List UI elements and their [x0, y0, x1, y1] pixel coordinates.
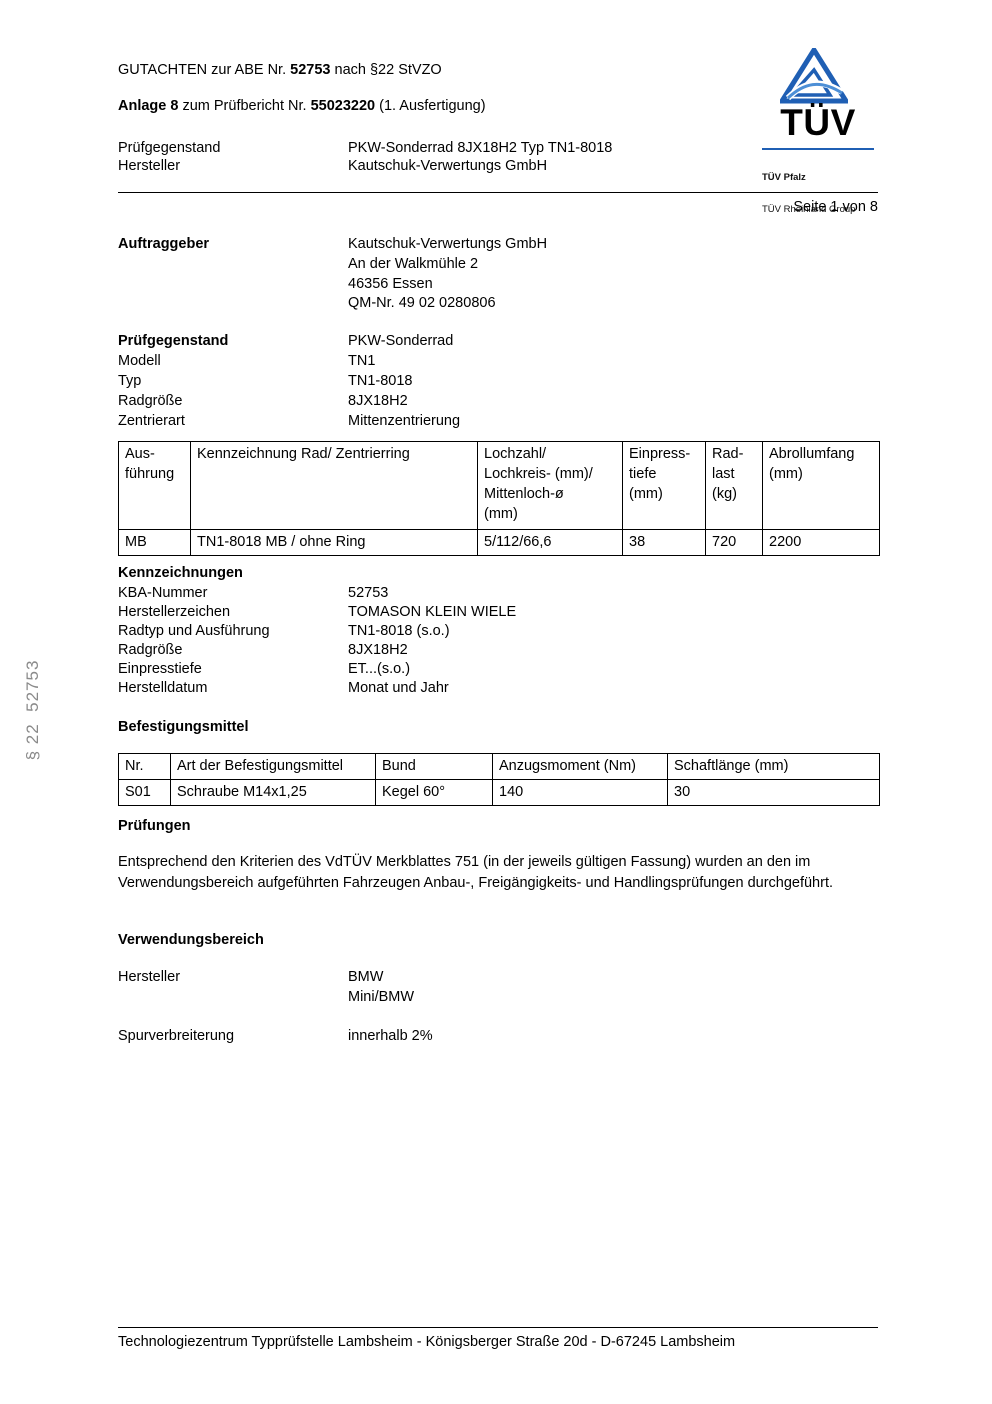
auftraggeber-line-3: 46356 Essen [348, 276, 433, 292]
pruefgegenstand-row-1-value: TN1-8018 [348, 373, 413, 389]
gutachten-title: GUTACHTEN zur ABE Nr. 52753 nach §22 StV… [118, 60, 442, 80]
table-header-row: Aus- führung Kennzeichnung Rad/ Zentrier… [118, 441, 880, 530]
kennzeichnungen-row-2-value: TN1-8018 (s.o.) [348, 623, 450, 639]
kennzeichnungen-title: Kennzeichnungen [118, 565, 243, 581]
verwendungsbereich-hersteller-value-2: Mini/BMW [348, 989, 415, 1005]
spurverbreiterung-value: innerhalb 2% [348, 1028, 433, 1044]
tuv-logo-subtitle-line1: TÜV Pfalz [762, 172, 806, 183]
table-header-row: Nr. Art der Befestigungsmittel Bund Anzu… [118, 753, 880, 780]
kennzeichnungen-row-1-value: TOMASON KLEIN WIELE [348, 604, 517, 620]
col-header-radlast: Rad- last (kg) [705, 441, 763, 530]
tuv-logo: TÜV TÜV Pfalz TÜV Rheinland Group [756, 48, 880, 214]
kennzeichnungen-row-3-value: 8JX18H2 [348, 642, 408, 658]
kennzeichnungen-row-2-label: Radtyp und Ausführung [118, 623, 270, 639]
pruefbericht-number: 55023220 [310, 98, 376, 114]
verwendungsbereich-title: Verwendungsbereich [118, 932, 264, 948]
margin-stamp: § 22 52753 [23, 659, 42, 761]
gutachten-title-suffix: nach §22 StVZO [330, 62, 442, 78]
header-hersteller-label: Hersteller [118, 158, 181, 174]
pruefungen-paragraph: Entsprechend den Kriterien des VdTÜV Mer… [118, 854, 834, 891]
tuv-logo-subtitle: TÜV Pfalz TÜV Rheinland Group [762, 152, 855, 236]
pruefungen-title: Prüfungen [118, 818, 191, 834]
cell-anzugsmoment: 140 [492, 779, 668, 806]
tuv-triangle-icon [780, 48, 848, 104]
cell-art: Schraube M14x1,25 [170, 779, 376, 806]
verwendungsbereich-hersteller-label: Hersteller [118, 969, 181, 985]
cell-radlast: 720 [705, 529, 763, 556]
cell-lochzahl: 5/112/66,6 [477, 529, 623, 556]
tuv-wordmark: TÜV [780, 102, 856, 143]
col-header-schaftlaenge: Schaftlänge (mm) [667, 753, 880, 780]
auftraggeber-line-4: QM-Nr. 49 02 0280806 [348, 295, 496, 311]
gutachten-abe-number: 52753 [290, 62, 331, 78]
anlage-line: Anlage 8 zum Prüfbericht Nr. 55023220 (1… [118, 96, 486, 116]
footer-divider [118, 1327, 878, 1328]
col-header-ausfuehrung: Aus- führung [118, 441, 191, 530]
pruefgegenstand-row-0-label: Modell [118, 353, 161, 369]
cell-ausfuehrung: MB [118, 529, 191, 556]
pruefgegenstand-label: Prüfgegenstand [118, 333, 229, 349]
col-header-anzugsmoment: Anzugsmoment (Nm) [492, 753, 668, 780]
kennzeichnungen-row-4-value: ET...(s.o.) [348, 661, 411, 677]
col-header-lochzahl: Lochzahl/ Lochkreis- (mm)/ Mittenloch-ø … [477, 441, 623, 530]
kennzeichnungen-row-1-label: Herstellerzeichen [118, 604, 231, 620]
anlage-mid: zum Prüfbericht Nr. [178, 98, 311, 114]
pruefgegenstand-row-0-value: TN1 [348, 353, 376, 369]
cell-kennzeichnung: TN1-8018 MB / ohne Ring [190, 529, 478, 556]
col-header-einpresstiefe: Einpress- tiefe (mm) [622, 441, 706, 530]
tuv-logo-rule [762, 148, 874, 150]
col-header-kennzeichnung: Kennzeichnung Rad/ Zentrierring [190, 441, 478, 530]
pruefgegenstand-row-3-label: Zentrierart [118, 413, 185, 429]
kennzeichnungen-row-0-label: KBA-Nummer [118, 585, 208, 601]
wheel-specification-table: Aus- führung Kennzeichnung Rad/ Zentrier… [118, 441, 880, 556]
col-header-nr: Nr. [118, 753, 171, 780]
cell-einpresstiefe: 38 [622, 529, 706, 556]
gutachten-title-prefix: GUTACHTEN zur ABE Nr. [118, 62, 291, 78]
pruefgegenstand-row-3-value: Mittenzentrierung [348, 413, 461, 429]
tuv-logo-subtitle-line2: TÜV Rheinland Group [762, 203, 856, 215]
cell-bund: Kegel 60° [375, 779, 493, 806]
anlage-number: Anlage 8 [118, 98, 179, 114]
pruefgegenstand-value: PKW-Sonderrad [348, 333, 454, 349]
auftraggeber-line-2: An der Walkmühle 2 [348, 256, 479, 272]
auftraggeber-label: Auftraggeber [118, 236, 210, 252]
kennzeichnungen-row-5-label: Herstelldatum [118, 680, 208, 696]
col-header-bund: Bund [375, 753, 493, 780]
header-divider [118, 192, 878, 193]
spurverbreiterung-label: Spurverbreiterung [118, 1028, 235, 1044]
kennzeichnungen-row-5-value: Monat und Jahr [348, 680, 449, 696]
col-header-abrollumfang: Abrollumfang (mm) [762, 441, 880, 530]
anlage-suffix: (1. Ausfertigung) [375, 98, 486, 114]
header-pruefgegenstand-value: PKW-Sonderrad 8JX18H2 Typ TN1-8018 [348, 140, 613, 156]
cell-nr: S01 [118, 779, 171, 806]
table-row: S01 Schraube M14x1,25 Kegel 60° 140 30 [118, 779, 880, 806]
kennzeichnungen-row-4-label: Einpresstiefe [118, 661, 202, 677]
befestigungsmittel-title: Befestigungsmittel [118, 719, 249, 735]
auftraggeber-line-1: Kautschuk-Verwertungs GmbH [348, 236, 548, 252]
kennzeichnungen-row-0-value: 52753 [348, 585, 389, 601]
pruefgegenstand-row-1-label: Typ [118, 373, 142, 389]
pruefgegenstand-row-2-value: 8JX18H2 [348, 393, 408, 409]
footer-address: Technologiezentrum Typprüfstelle Lambshe… [118, 1334, 736, 1350]
header-hersteller-value: Kautschuk-Verwertungs GmbH [348, 158, 548, 174]
kennzeichnungen-row-3-label: Radgröße [118, 642, 183, 658]
befestigungsmittel-table: Nr. Art der Befestigungsmittel Bund Anzu… [118, 753, 880, 806]
page-indicator: Seite 1 von 8 [793, 199, 878, 215]
cell-schaftlaenge: 30 [667, 779, 880, 806]
col-header-art: Art der Befestigungsmittel [170, 753, 376, 780]
pruefgegenstand-row-2-label: Radgröße [118, 393, 183, 409]
header-pruefgegenstand-label: Prüfgegenstand [118, 140, 221, 156]
verwendungsbereich-hersteller-value-1: BMW [348, 969, 384, 985]
cell-abrollumfang: 2200 [762, 529, 880, 556]
table-row: MB TN1-8018 MB / ohne Ring 5/112/66,6 38… [118, 529, 880, 556]
